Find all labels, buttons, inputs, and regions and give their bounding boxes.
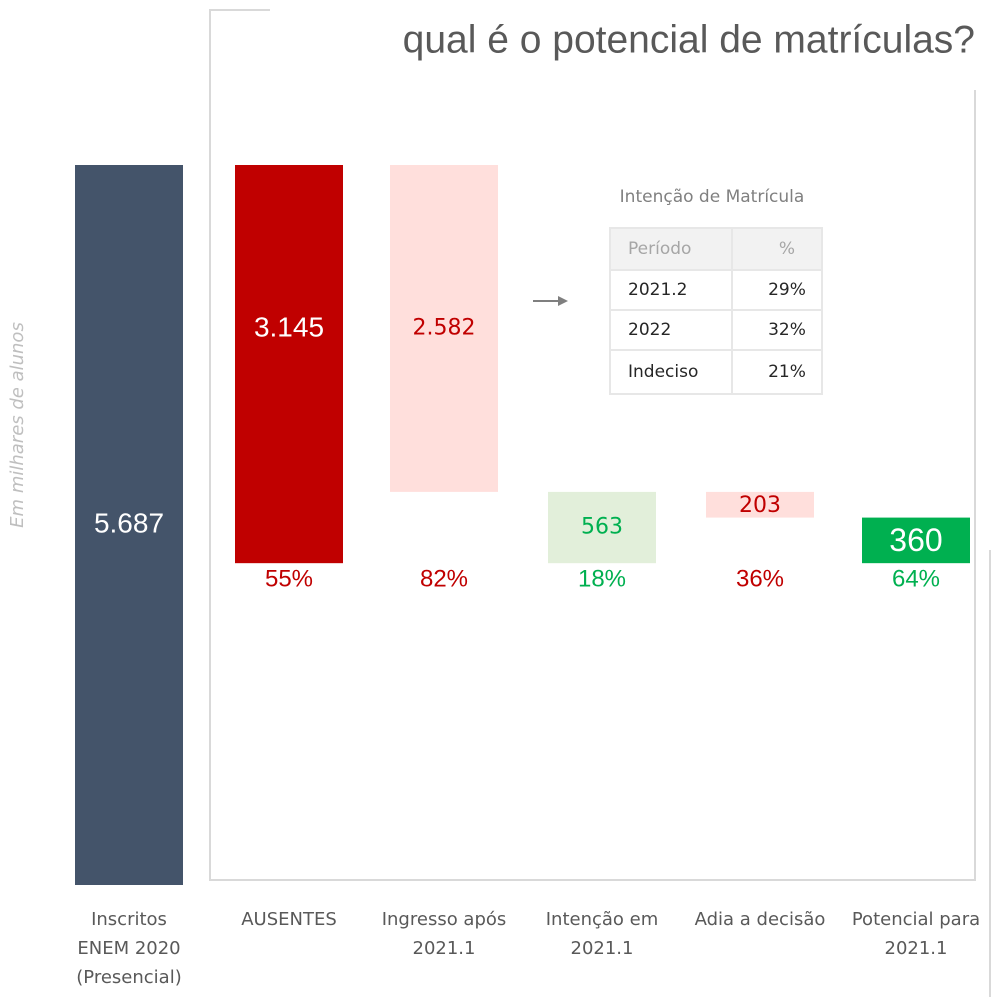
x-tick-label: Adia a decisão (695, 909, 826, 930)
table-text: 32% (768, 320, 806, 340)
value-label: 360 (889, 522, 942, 558)
table-cell (609, 269, 733, 311)
percent-label: 18% (578, 565, 626, 592)
arrow (533, 296, 568, 306)
value-label: 2.582 (413, 315, 476, 340)
bar (235, 165, 343, 564)
table-cell (731, 349, 823, 395)
percent-label: 36% (736, 565, 784, 592)
x-tick-label: Intenção em 2021.1 (546, 909, 659, 959)
arrow-head (558, 296, 568, 306)
table-cell (609, 349, 733, 395)
table-text: 29% (768, 280, 806, 300)
bar (390, 165, 498, 492)
table-cell (609, 309, 733, 351)
value-label: 203 (739, 493, 781, 518)
x-tick-label: Inscritos ENEM 2020 (Presencial) (76, 909, 181, 988)
value-label: 3.145 (254, 311, 324, 342)
table-title: Intenção de Matrícula (620, 187, 805, 207)
frame-line (209, 9, 976, 881)
table-text: 21% (768, 362, 806, 382)
table-text: 2022 (628, 320, 671, 340)
x-tick-label: AUSENTES (241, 909, 337, 930)
percent-label: 82% (420, 565, 468, 592)
bar (862, 517, 970, 564)
table-cell (731, 309, 823, 351)
bar (548, 491, 656, 564)
percent-label: 64% (892, 565, 940, 592)
table-text: Indeciso (628, 362, 698, 382)
x-tick-label: Potencial para 2021.1 (852, 909, 980, 959)
bar (706, 491, 814, 518)
value-label: 5.687 (94, 507, 164, 538)
table-header: Período (628, 239, 691, 259)
table-cell (731, 227, 823, 271)
value-label: 563 (581, 515, 623, 540)
bar (75, 165, 183, 885)
table-text: 2021.2 (628, 280, 687, 300)
chart-title: qual é o potencial de matrículas? (403, 18, 975, 61)
table-header: % (779, 239, 795, 259)
frame (209, 9, 991, 997)
x-tick-label: Ingresso após 2021.1 (382, 909, 507, 959)
table-cell (731, 269, 823, 311)
percent-label: 55% (265, 565, 313, 592)
y-axis-label: Em milhares de alunos (7, 322, 28, 528)
